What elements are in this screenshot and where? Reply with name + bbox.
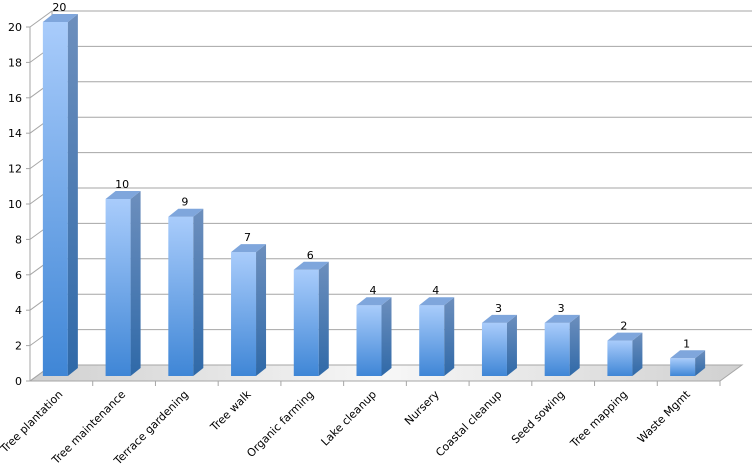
bar-lake-cleanup (356, 297, 392, 376)
y-tick-label: 4 (15, 304, 22, 317)
bar-tree-mapping (607, 332, 643, 376)
bar-top (356, 297, 392, 306)
bar-side (193, 208, 204, 376)
data-label: 3 (495, 302, 502, 315)
bar-front (419, 305, 445, 376)
x-tick-label: Tree walk (207, 387, 254, 434)
bar-side (444, 297, 455, 376)
bar-front (42, 22, 68, 376)
y-tick-label: 0 (15, 375, 22, 388)
bar-top (419, 297, 455, 306)
bar-side (381, 297, 392, 376)
data-label: 7 (244, 231, 251, 244)
bar-top (231, 244, 267, 253)
bar-nursery (419, 297, 455, 376)
bar-front (293, 269, 319, 376)
x-tick-label: Tree mapping (567, 388, 630, 451)
bar-tree-walk (231, 244, 267, 376)
bar-front (105, 199, 131, 376)
y-tick-label: 12 (8, 163, 22, 176)
bar-side (632, 332, 643, 376)
y-tick-label: 2 (15, 340, 22, 353)
data-label: 6 (307, 249, 314, 262)
bar-top (42, 14, 78, 22)
bar-side (318, 261, 329, 376)
bar-tree-plantation (42, 14, 78, 376)
data-label: 9 (181, 196, 188, 209)
bar-side (256, 244, 267, 376)
x-tick-label: Tree plantation (0, 388, 66, 456)
data-label: 10 (115, 178, 129, 191)
bar-top (481, 314, 517, 323)
bar-top (544, 314, 580, 323)
bar-front (231, 252, 257, 376)
y-tick-label: 14 (8, 127, 22, 140)
x-tick-label: Nursery (402, 388, 442, 428)
x-tick-label: Lake cleanup (319, 388, 380, 449)
x-tick-label: Organic farming (244, 388, 316, 460)
gridline-diagonal (29, 10, 53, 28)
y-tick-label: 16 (8, 92, 22, 105)
data-label: 1 (683, 337, 690, 350)
x-tick-label: Coastal cleanup (433, 388, 504, 459)
bar-side (695, 350, 706, 376)
bar-front (481, 322, 507, 376)
bar-coastal-cleanup (481, 314, 517, 376)
bar-side (506, 314, 517, 376)
data-label: 4 (432, 284, 439, 297)
bar-front (544, 322, 570, 376)
bar-terrace-gardening (168, 208, 204, 376)
bar-top (670, 350, 706, 359)
bar-top (607, 332, 643, 341)
bar-front (168, 216, 194, 376)
bar-waste-mgmt (670, 350, 706, 376)
bar-top (293, 261, 329, 270)
bar-tree-maintenance (105, 191, 141, 376)
bar-organic-farming (293, 261, 329, 376)
y-tick-label: 20 (8, 21, 22, 34)
data-label: 4 (370, 284, 377, 297)
data-label: 2 (620, 320, 627, 333)
bar-seed-sowing (544, 314, 580, 376)
y-tick-label: 6 (15, 269, 22, 282)
x-tick-label: Seed sowing (509, 388, 567, 446)
bar-front (607, 340, 633, 376)
bar-side (67, 14, 78, 376)
bar-top (105, 191, 141, 199)
y-tick-label: 10 (8, 198, 22, 211)
x-tick-label: Waste Mgmt (635, 387, 693, 445)
y-tick-label: 8 (15, 233, 22, 246)
bar-front (356, 305, 382, 376)
bars (42, 14, 706, 376)
data-label: 20 (52, 1, 66, 14)
bar-side (569, 314, 580, 376)
bar-front (670, 358, 696, 376)
data-label: 3 (558, 302, 565, 315)
bar-top (168, 208, 204, 217)
y-tick-label: 18 (8, 56, 22, 69)
bar-side (130, 191, 141, 376)
